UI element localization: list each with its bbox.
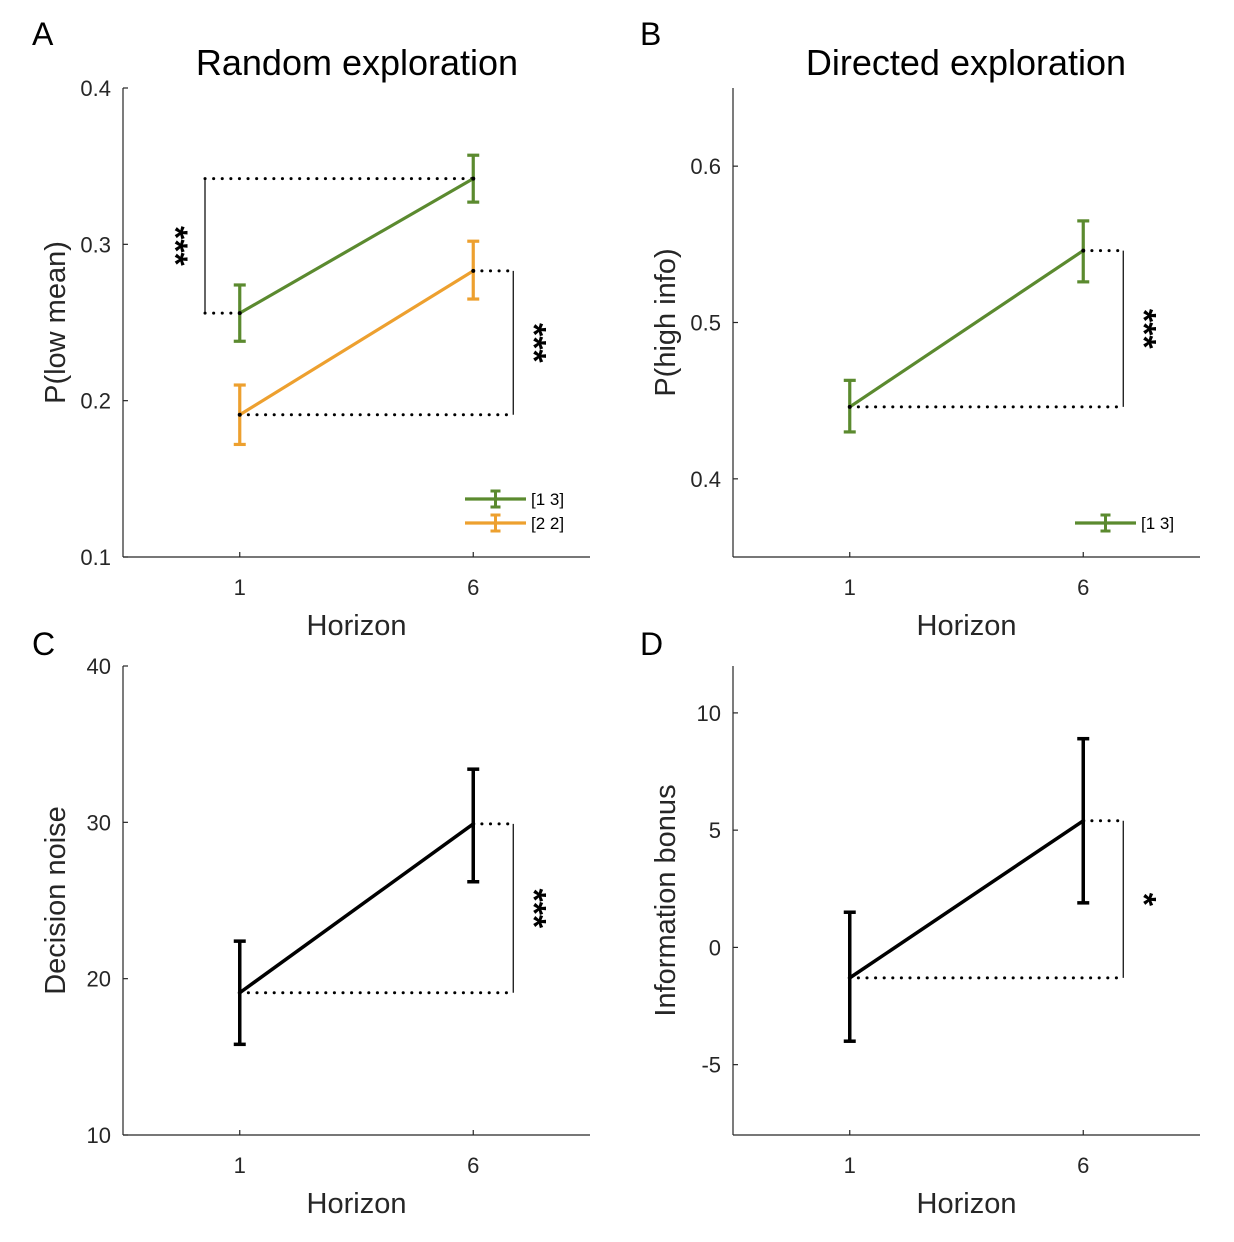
significance-stars: *** [1124, 309, 1162, 349]
chart-title: Random exploration [196, 42, 518, 83]
data-point [1081, 818, 1086, 823]
x-axis-label: Horizon [307, 1188, 407, 1220]
error-bar [467, 767, 480, 884]
y-axis-label: P(high info) [650, 248, 682, 396]
legend-item: [1 3] [1075, 513, 1174, 533]
error-bar [1077, 736, 1090, 905]
series-line [238, 822, 475, 995]
error-bar [467, 153, 480, 204]
y-axis-label: Decision noise [40, 806, 72, 995]
y-tick-label: 10 [697, 701, 721, 726]
significance-stars: *** [156, 226, 194, 266]
error-bar [1077, 219, 1090, 284]
series-1 [233, 239, 480, 447]
data-point [1081, 248, 1086, 253]
legend-item: [2 2] [465, 513, 564, 533]
x-tick-label: 1 [844, 1153, 856, 1178]
x-tick-label: 6 [1077, 1153, 1089, 1178]
error-bar [843, 910, 856, 1043]
y-tick-label: 0.3 [80, 232, 111, 257]
y-axis-label: P(low mean) [40, 241, 72, 404]
chart-title: Directed exploration [806, 42, 1126, 83]
y-tick-label: 0 [709, 935, 721, 960]
error-bar [233, 283, 246, 343]
series-0 [233, 153, 480, 343]
legend-item: [1 3] [465, 489, 564, 509]
data-point [237, 311, 242, 316]
panel-letter: C [32, 626, 55, 662]
x-tick-label: 1 [234, 575, 246, 600]
panel-a: A Random exploration 0.1 0.2 0.3 0.4 1 6 Horizon… [32, 16, 590, 642]
y-tick-label: 0.1 [80, 545, 111, 570]
y-tick-label: 0.4 [690, 467, 721, 492]
x-axis-label: Horizon [917, 610, 1017, 642]
panel-letter: B [640, 16, 661, 52]
panel-letter: A [32, 16, 54, 52]
legend: [1 3] [2 2] [465, 489, 564, 533]
legend-label: [2 2] [531, 514, 564, 533]
y-tick-label: 40 [87, 654, 111, 679]
data-point [237, 412, 242, 417]
y-tick-label: 0.5 [690, 311, 721, 336]
y-tick-label: 0.2 [80, 389, 111, 414]
significance-stars: *** [514, 888, 552, 928]
series-line [238, 269, 475, 417]
series-line [848, 249, 1085, 409]
legend-label: [1 3] [531, 490, 564, 509]
significance-bracket: *** [848, 249, 1162, 409]
data-point [471, 268, 476, 273]
panel-letter: D [640, 626, 663, 662]
error-bar [843, 378, 856, 434]
panel-d: D -5 0 5 10 1 6 Horizon Information bonus * [640, 626, 1200, 1220]
y-tick-label: 30 [87, 810, 111, 835]
significance-bracket: *** [238, 269, 552, 417]
x-axis-label: Horizon [307, 610, 407, 642]
legend: [1 3] [1075, 513, 1174, 533]
significance-bracket: *** [238, 822, 552, 995]
data-point [471, 821, 476, 826]
x-tick-label: 6 [467, 1153, 479, 1178]
data-point [847, 404, 852, 409]
y-tick-label: 0.6 [690, 154, 721, 179]
y-tick-label: 0.4 [80, 76, 111, 101]
data-point [471, 176, 476, 181]
panel-c: C 10 20 30 40 1 6 Horizon Decision noise *** [32, 626, 590, 1220]
significance-stars: *** [514, 323, 552, 363]
y-tick-label: 5 [709, 818, 721, 843]
series-0 [233, 767, 480, 1047]
significance-stars: * [1124, 893, 1162, 907]
data-point [237, 990, 242, 995]
error-bar [233, 939, 246, 1047]
x-tick-label: 6 [467, 575, 479, 600]
series-line [848, 819, 1085, 980]
series-0 [843, 219, 1090, 434]
legend-label: [1 3] [1141, 514, 1174, 533]
significance-bracket: * [848, 819, 1162, 980]
y-tick-label: 10 [87, 1123, 111, 1148]
series-line [238, 177, 475, 315]
error-bar [233, 383, 246, 447]
x-tick-label: 1 [844, 575, 856, 600]
error-bar [467, 239, 480, 301]
data-point [847, 975, 852, 980]
y-axis-label: Information bonus [650, 784, 682, 1016]
x-tick-label: 1 [234, 1153, 246, 1178]
x-tick-label: 6 [1077, 575, 1089, 600]
y-tick-label: 20 [87, 967, 111, 992]
significance-bracket: *** [156, 177, 475, 315]
panel-b: B Directed exploration 0.4 0.5 0.6 1 6 Horizon P… [640, 16, 1200, 642]
x-axis-label: Horizon [917, 1188, 1017, 1220]
series-0 [843, 736, 1090, 1043]
y-tick-label: -5 [701, 1053, 721, 1078]
